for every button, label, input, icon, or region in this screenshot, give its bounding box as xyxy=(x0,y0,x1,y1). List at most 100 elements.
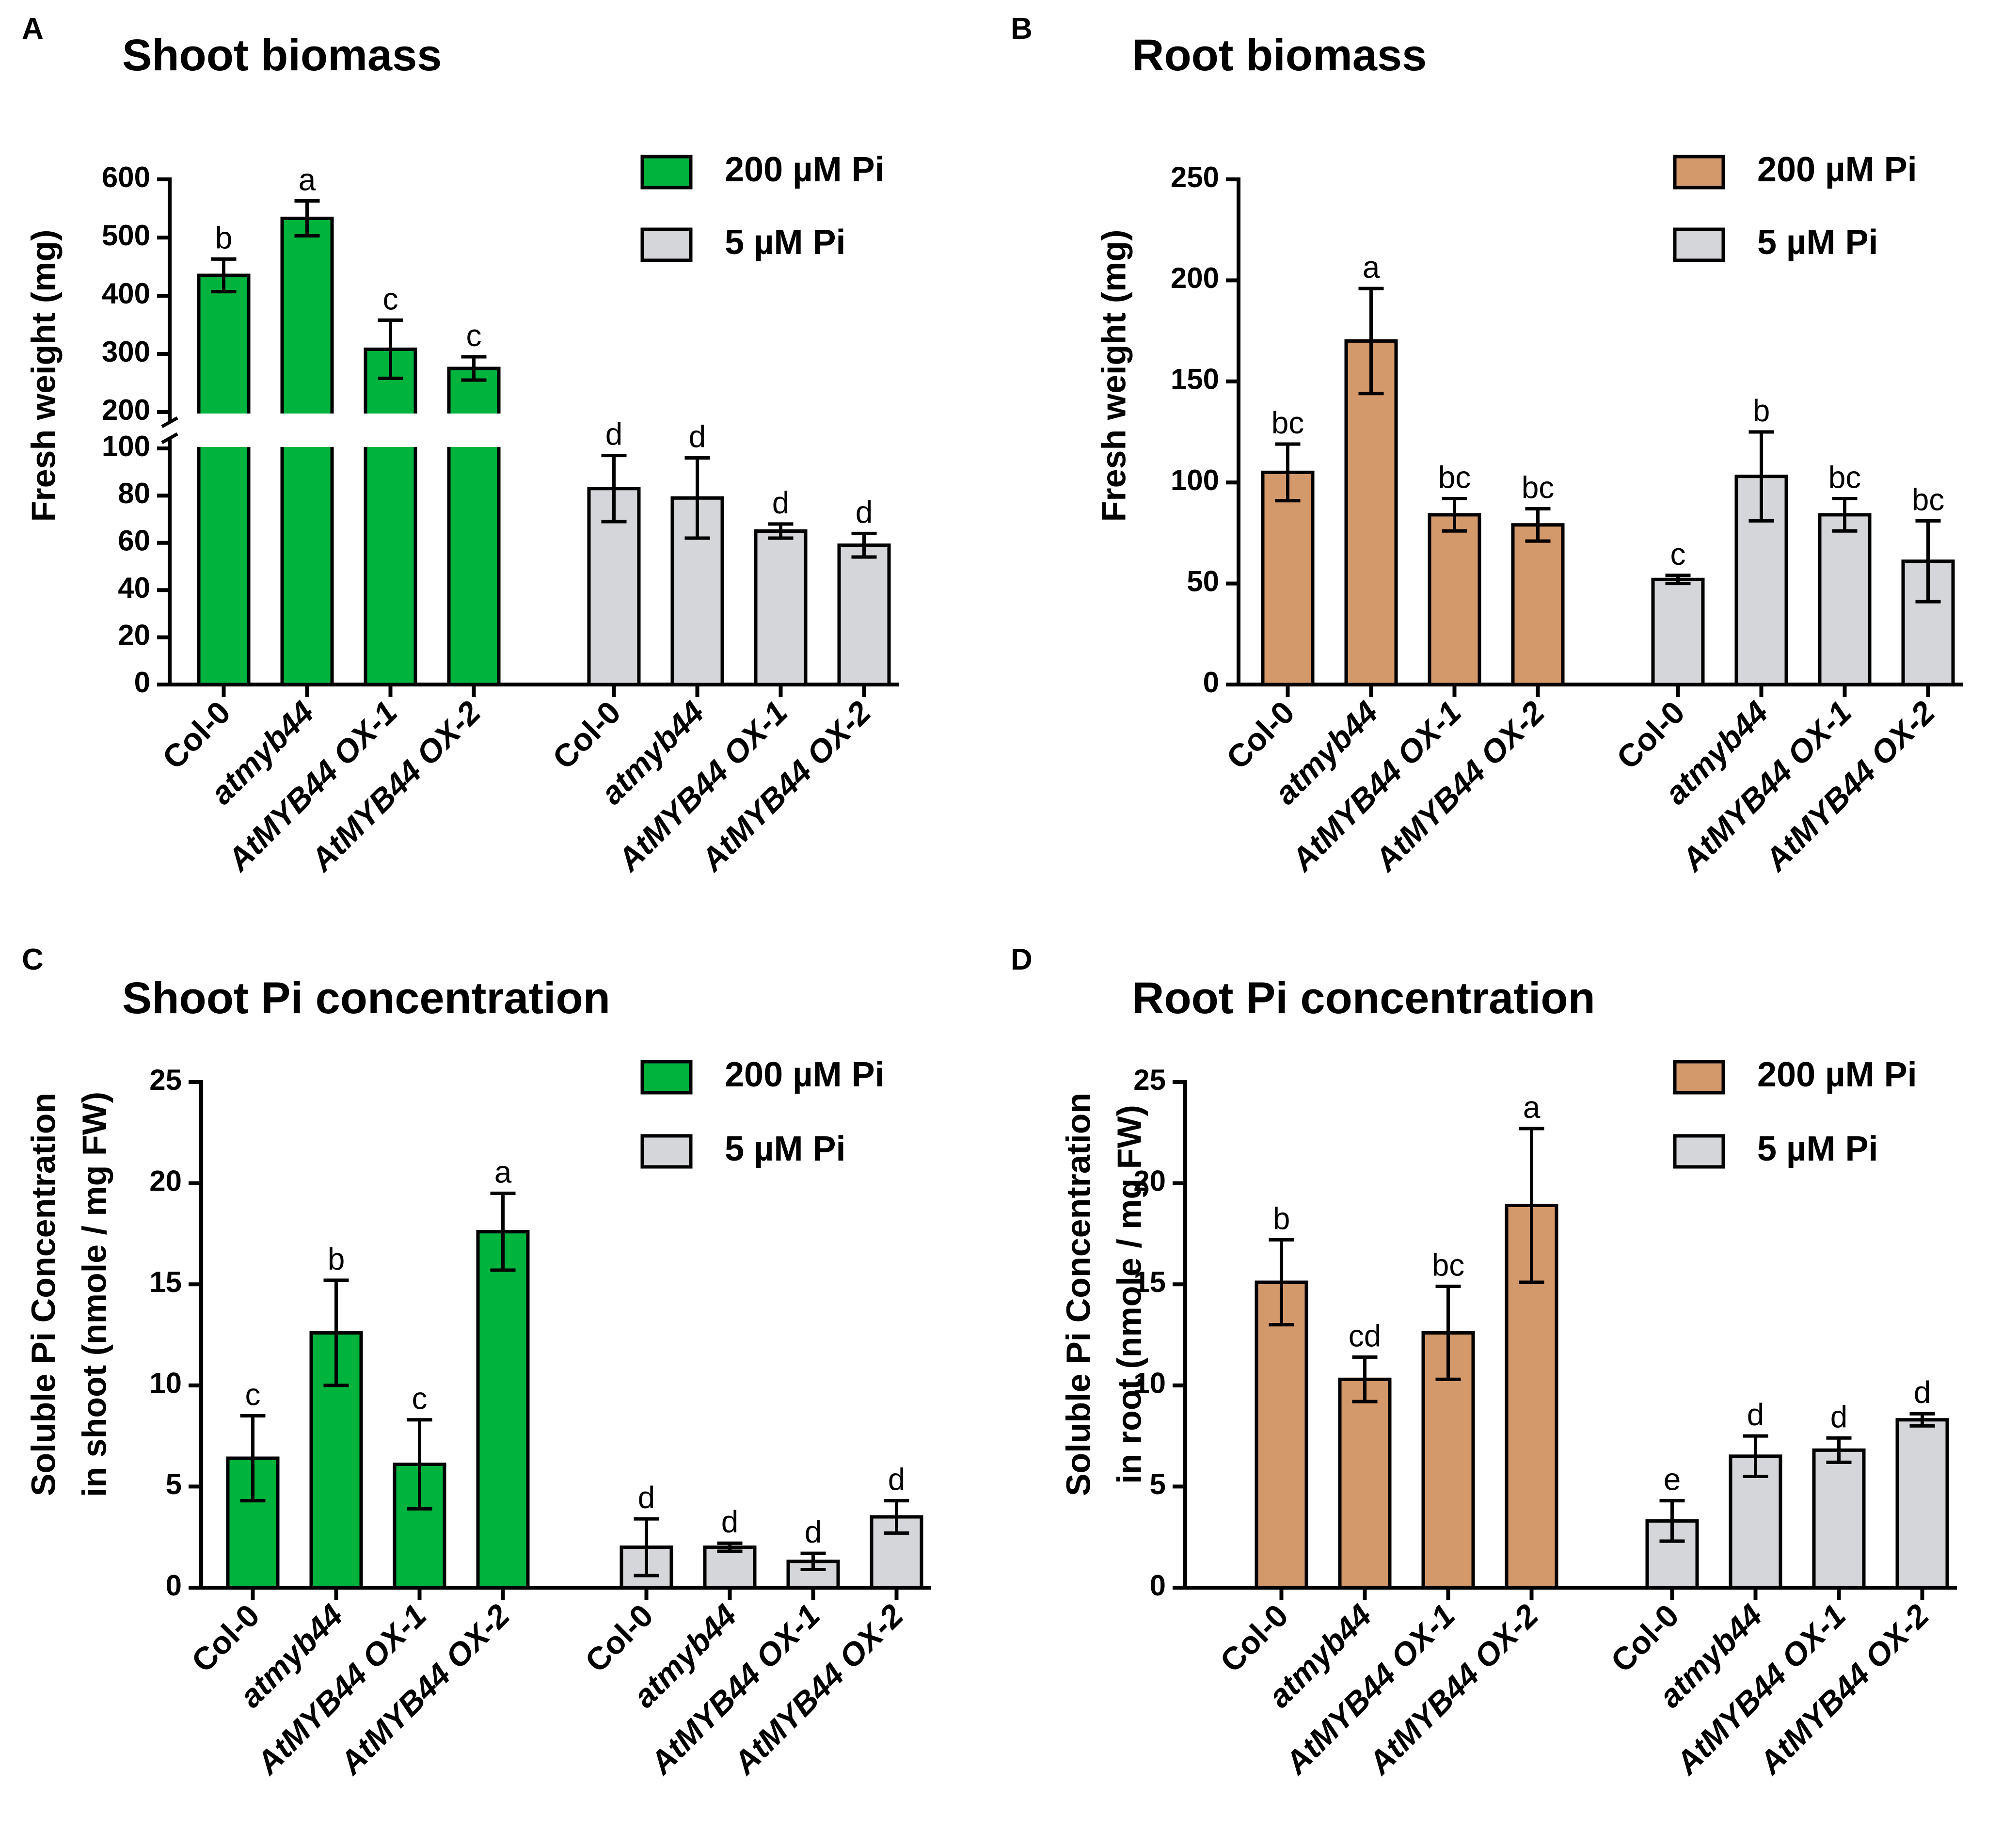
significance-letter: d xyxy=(721,1504,739,1539)
bar xyxy=(703,1545,757,1590)
significance-letter: c xyxy=(466,318,482,353)
legend-swatch xyxy=(640,1134,693,1169)
y-tick-label: 25 xyxy=(1133,1064,1166,1096)
significance-letter: bc xyxy=(1912,482,1945,517)
y-tick-label: 500 xyxy=(102,219,150,252)
legend-swatch xyxy=(640,155,693,190)
panel-c: C Shoot Pi concentration Soluble Pi Concen… xyxy=(22,943,931,1782)
bar xyxy=(476,1230,530,1590)
significance-letter: bc xyxy=(1522,470,1555,505)
y-tick-label: 0 xyxy=(166,1569,182,1602)
bar xyxy=(1261,470,1315,686)
bar xyxy=(1255,1280,1308,1590)
y-axis-title: Fresh weight (mg) xyxy=(1095,230,1132,522)
y-tick-label: 0 xyxy=(1150,1569,1166,1602)
axis-break-mark xyxy=(161,432,178,445)
legend: 200 µM Pi 5 µM Pi xyxy=(640,150,885,262)
significance-letter: d xyxy=(1747,1397,1764,1432)
legend-swatch xyxy=(1673,1134,1725,1169)
panel-letter: C xyxy=(22,943,44,976)
legend-label: 200 µM Pi xyxy=(1757,150,1917,189)
legend-label: 200 µM Pi xyxy=(1757,1055,1917,1094)
y-axis-title: in root (nmole / mg FW) xyxy=(1110,1105,1148,1484)
legend-swatch xyxy=(640,227,693,262)
significance-letter: c xyxy=(245,1377,261,1412)
y-tick-label: 20 xyxy=(1133,1164,1166,1197)
significance-letter: bc xyxy=(1438,460,1471,495)
panel-title: Shoot Pi concentration xyxy=(122,973,610,1023)
significance-letter: cd xyxy=(1349,1318,1382,1353)
panel-title: Root biomass xyxy=(1132,31,1427,80)
significance-letter: c xyxy=(383,281,398,316)
panel-letter: D xyxy=(1011,943,1033,976)
bar xyxy=(1511,523,1565,686)
legend-swatch xyxy=(1673,227,1725,262)
y-tick-label: 40 xyxy=(118,572,150,604)
significance-letter: c xyxy=(412,1381,428,1416)
axis-break-mark xyxy=(161,416,178,429)
y-tick-label: 0 xyxy=(1203,666,1219,699)
y-tick-label: 5 xyxy=(166,1468,182,1500)
bar xyxy=(837,543,891,686)
panel-a: A Shoot biomass Fresh weight (mg) 0 20 40 60 80… xyxy=(22,12,899,878)
legend-swatch xyxy=(640,1060,693,1095)
legend-label: 200 µM Pi xyxy=(725,1055,885,1094)
significance-letter: d xyxy=(772,485,790,520)
y-tick-label: 10 xyxy=(149,1367,182,1400)
y-tick-label: 80 xyxy=(118,477,150,510)
bar xyxy=(1818,513,1872,686)
bar-break-gap xyxy=(362,414,419,447)
significance-letter: d xyxy=(605,417,623,452)
y-tick-label: 0 xyxy=(134,666,150,699)
y-tick-label: 600 xyxy=(102,161,150,193)
y-axis-title: Soluble Pi Concentration xyxy=(1059,1093,1097,1496)
significance-letter: d xyxy=(805,1514,822,1549)
bar xyxy=(1338,1377,1392,1590)
bar xyxy=(1895,1418,1949,1590)
y-tick-label: 400 xyxy=(102,277,150,310)
bar-break-gap xyxy=(278,414,336,447)
legend-label: 200 µM Pi xyxy=(725,150,885,189)
significance-letter: b xyxy=(1273,1201,1290,1236)
y-tick-label: 100 xyxy=(102,430,150,462)
significance-letter: d xyxy=(888,1462,906,1497)
significance-letter: c xyxy=(1670,537,1686,572)
y-tick-label: 25 xyxy=(149,1064,182,1096)
significance-letter: bc xyxy=(1828,460,1861,495)
significance-letter: a xyxy=(494,1154,512,1189)
y-axis-title: Fresh weight (mg) xyxy=(24,230,62,522)
panel-b: B Root biomass Fresh weight (mg) 0 50 100 150 2… xyxy=(1011,12,1963,878)
y-tick-label: 5 xyxy=(1150,1468,1166,1500)
legend-swatch xyxy=(1673,155,1725,190)
significance-letter: a xyxy=(1363,250,1380,285)
significance-letter: d xyxy=(638,1480,655,1515)
y-tick-label: 200 xyxy=(102,394,150,426)
legend-label: 5 µM Pi xyxy=(1757,1130,1878,1168)
legend-label: 5 µM Pi xyxy=(725,223,846,262)
significance-letter: a xyxy=(299,162,316,197)
bar xyxy=(197,273,251,686)
y-tick-label: 300 xyxy=(102,335,150,368)
y-tick-label: 250 xyxy=(1171,161,1219,193)
y-axis-title: in shoot (nmole / mg FW) xyxy=(75,1092,113,1497)
y-tick-label: 15 xyxy=(1133,1266,1166,1298)
significance-letter: b xyxy=(1753,393,1770,428)
significance-letter: d xyxy=(1914,1375,1931,1410)
bar-break-gap xyxy=(445,414,503,447)
y-tick-label: 50 xyxy=(1187,565,1219,597)
y-tick-label: 20 xyxy=(149,1164,182,1197)
legend: 200 µM Pi 5 µM Pi xyxy=(640,1055,885,1169)
legend-label: 5 µM Pi xyxy=(725,1130,846,1168)
panel-title: Shoot biomass xyxy=(122,31,442,80)
legend: 200 µM Pi 5 µM Pi xyxy=(1673,1055,1917,1169)
significance-letter: a xyxy=(1523,1090,1541,1125)
legend-swatch xyxy=(1673,1060,1725,1095)
panel-letter: A xyxy=(22,12,44,46)
significance-letter: d xyxy=(689,419,706,454)
significance-letter: bc xyxy=(1271,405,1304,440)
significance-letter: e xyxy=(1664,1462,1681,1497)
bar-break-gap xyxy=(195,414,253,447)
significance-letter: bc xyxy=(1432,1247,1465,1282)
y-tick-label: 15 xyxy=(149,1266,182,1298)
